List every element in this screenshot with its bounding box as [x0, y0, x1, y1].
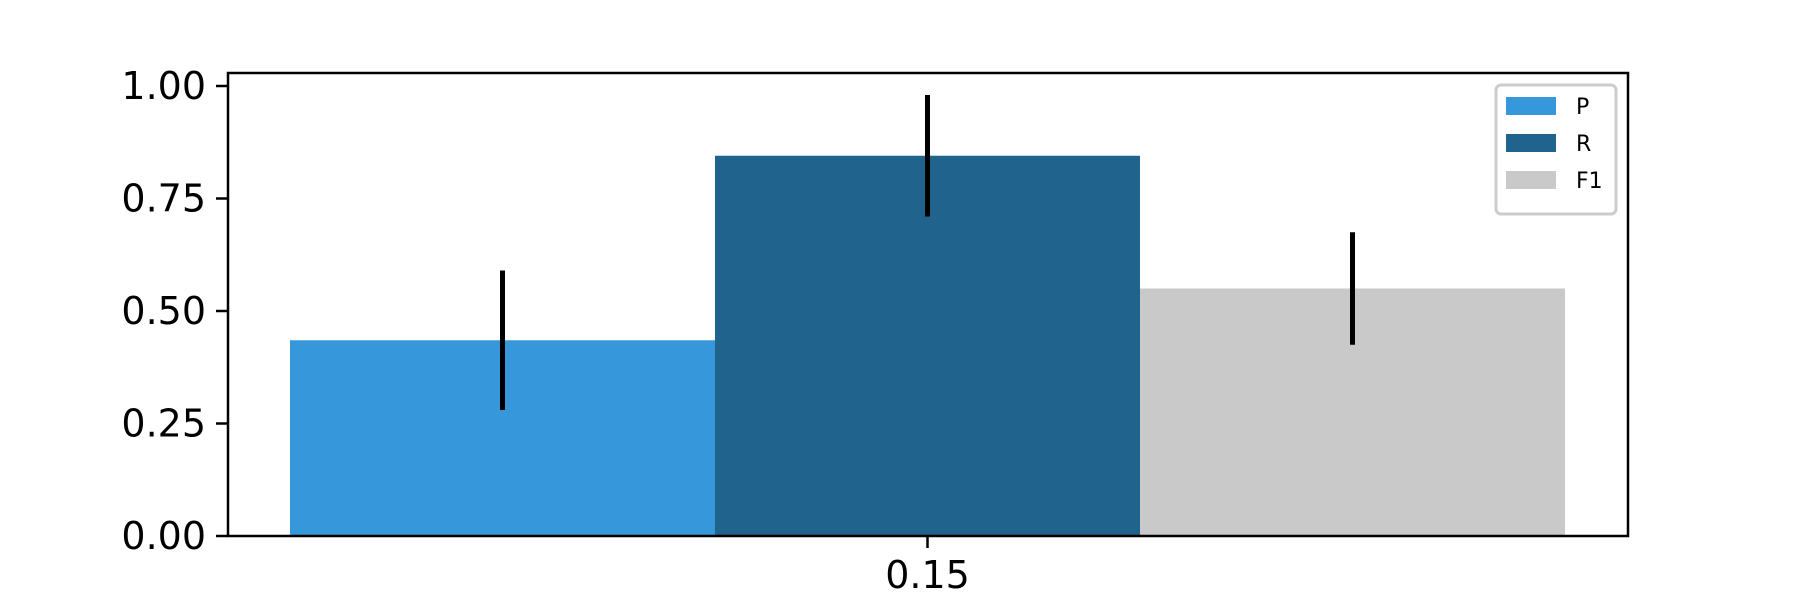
- legend-swatch-p: [1506, 97, 1556, 115]
- error-bars-layer: [500, 95, 1355, 410]
- y-tick-label: 0.75: [121, 177, 206, 221]
- legend-label-r: R: [1576, 132, 1591, 157]
- y-tick-label: 0.25: [121, 402, 206, 446]
- legend: PR F1: [1494, 83, 1618, 216]
- y-tick-label: 0.50: [121, 289, 206, 333]
- legend-swatch-r: [1506, 134, 1556, 152]
- y-tick-label: 0.00: [121, 514, 206, 558]
- bar-r: [715, 155, 1140, 536]
- x-axis: 0.15: [885, 536, 970, 597]
- x-tick-label: 0.15: [885, 553, 970, 597]
- y-axis: 0.00 0.25 0.50 0.75 1.00: [121, 64, 228, 558]
- legend-label-f1: F1: [1576, 169, 1603, 194]
- legend-label-p: P: [1576, 95, 1589, 120]
- y-tick-label: 1.00: [121, 64, 206, 108]
- legend-swatch-f1: [1506, 171, 1556, 189]
